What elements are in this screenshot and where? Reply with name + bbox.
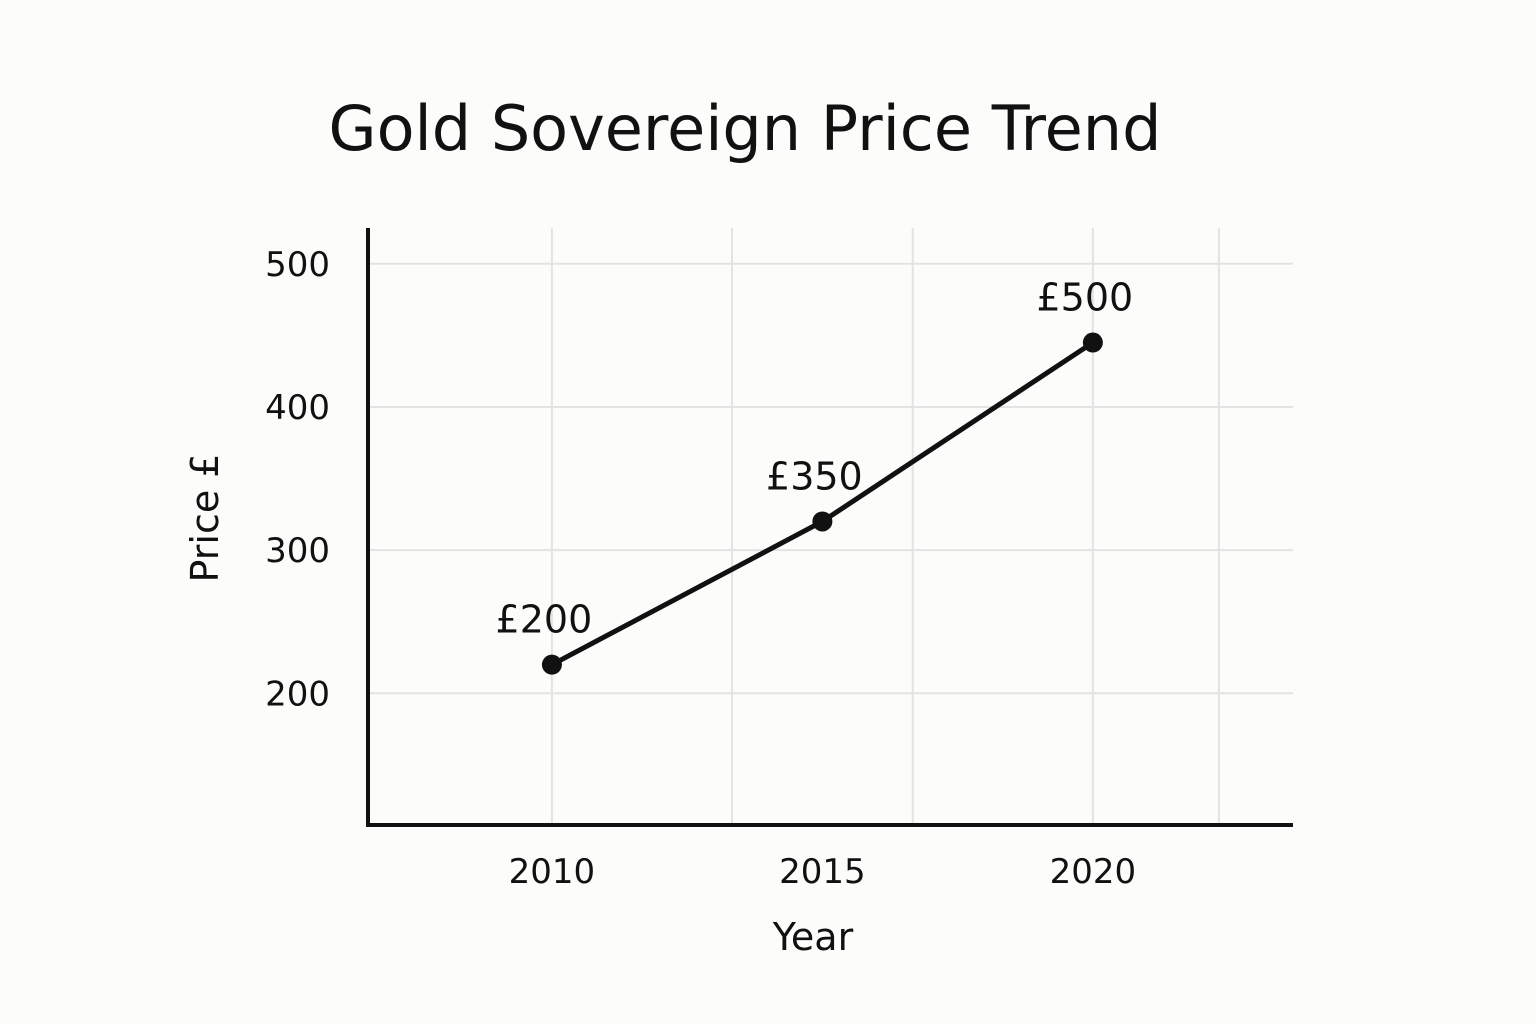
data-point [541,654,562,675]
data-point [1082,332,1103,353]
chart-title: Gold Sovereign Price Trend [329,92,1162,165]
data-label: £200 [496,598,593,642]
y-tick-label: 500 [265,245,330,285]
y-tick-label: 300 [265,531,330,571]
grid-layer [368,228,1293,825]
data-label: £350 [766,454,863,498]
ticks-layer: 200 300 400 500 2010 2015 2020 [265,245,1136,892]
x-axis-title: Year [772,915,854,959]
x-tick-label: 2020 [1050,852,1137,892]
series-layer [541,332,1103,675]
data-label: £500 [1036,276,1133,320]
labels-layer: £200 £350 £500 [496,276,1134,642]
y-tick-label: 200 [265,674,330,714]
y-tick-label: 400 [265,388,330,428]
y-axis-title: Price £ [183,454,227,583]
x-tick-label: 2010 [509,852,596,892]
axes-layer [366,228,1293,827]
series-line [550,340,1095,667]
data-point [812,511,833,532]
x-tick-label: 2015 [779,852,866,892]
